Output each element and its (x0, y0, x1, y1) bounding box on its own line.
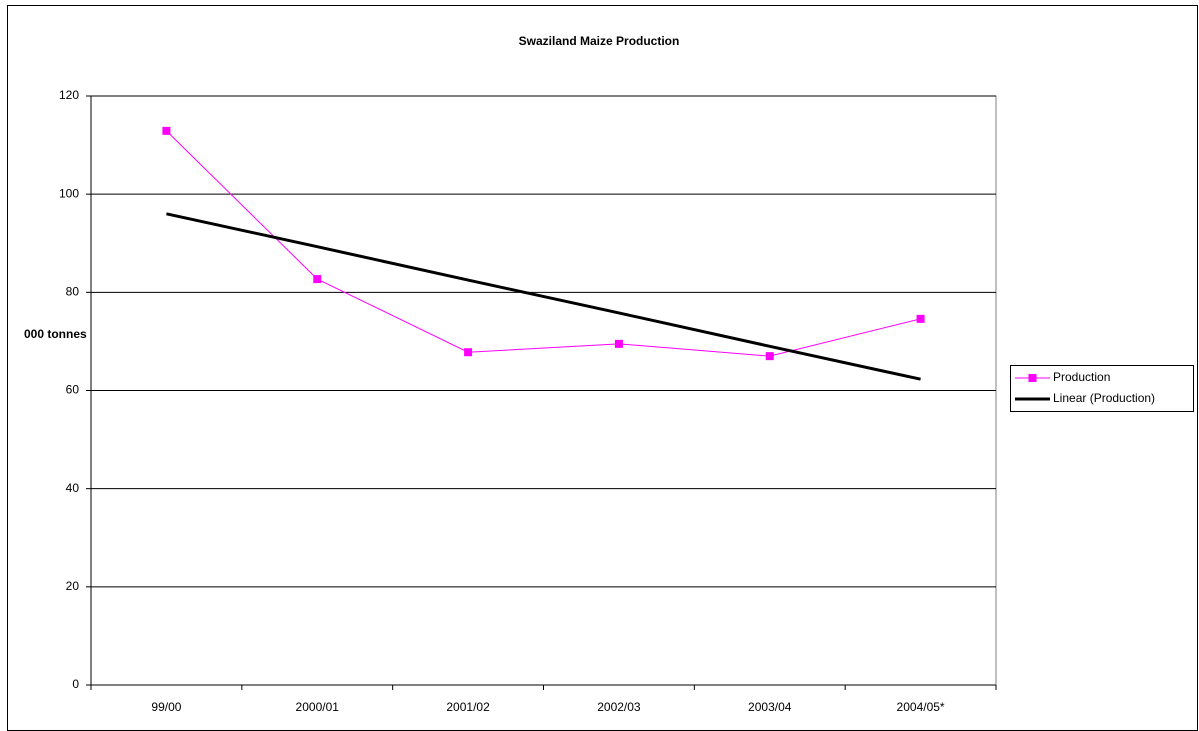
legend-box (1010, 365, 1194, 412)
x-tick-label: 2002/03 (597, 700, 641, 714)
x-tick-label: 2001/02 (446, 700, 490, 714)
y-tick-label: 80 (66, 285, 80, 299)
point-marker (313, 275, 322, 284)
point-marker (464, 348, 473, 357)
series-line (166, 130, 921, 357)
legend-marker (1028, 374, 1037, 382)
series-line (166, 212, 921, 381)
point-marker (916, 314, 925, 323)
x-tick-label: 2004/05* (897, 700, 945, 714)
y-tick-label: 0 (72, 677, 79, 691)
x-tick-label: 2003/04 (748, 700, 792, 714)
y-tick-label: 20 (66, 579, 80, 593)
x-tick-label: 2000/01 (296, 700, 340, 714)
chart-title: Swaziland Maize Production (519, 34, 680, 48)
point-marker (765, 352, 774, 361)
point-marker (614, 339, 623, 348)
y-tick-label: 100 (59, 186, 79, 200)
y-tick-label: 120 (59, 88, 79, 102)
y-axis-label: 000 tonnes (24, 327, 87, 341)
x-tick-label: 99/00 (151, 700, 181, 714)
legend-label: Linear (Production) (1053, 391, 1155, 405)
point-marker (162, 126, 171, 135)
legend-label: Production (1053, 370, 1110, 384)
y-tick-label: 60 (66, 383, 80, 397)
y-tick-label: 40 (66, 481, 80, 495)
